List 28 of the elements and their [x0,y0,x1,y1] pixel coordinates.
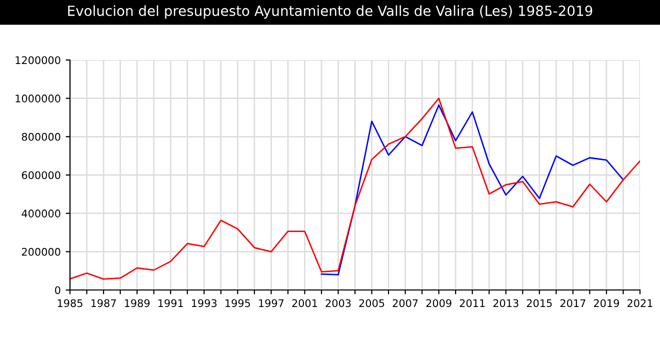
x-tick-label: 2011 [460,299,485,308]
x-tick-label: 1991 [158,299,183,308]
y-tick-label: 1200000 [16,56,60,64]
x-tick-label: 1993 [192,299,217,308]
y-tick-label: 0 [55,286,60,294]
x-tick-label: 1985 [58,299,82,308]
chart-title: Evolucion del presupuesto Ayuntamiento de Valls de Valira (Les) 1985-2019 [68,5,592,19]
x-tick-label: 2013 [493,299,518,308]
y-tick-label: 400000 [22,210,60,218]
x-tick-label: 2017 [560,299,586,308]
x-tick-label: 2009 [426,299,452,308]
x-tick-label: 1987 [91,299,116,308]
y-tick-label: 200000 [22,248,60,256]
x-tick-label: 1989 [124,299,150,308]
x-tick-label: 2007 [392,299,418,308]
x-tick-label: 2019 [594,299,619,308]
y-tick-label: 1000000 [16,94,60,102]
line-series [320,104,624,276]
x-tick-label: 2001 [292,299,317,308]
x-tick-label: 2005 [359,299,384,308]
x-tick-label: 2021 [628,299,652,308]
x-tick-label: 1997 [259,299,284,308]
x-tick-label: 2015 [526,299,552,308]
line-series [70,98,640,280]
x-tick-label: 2003 [326,299,351,308]
x-tick-label: 1995 [226,299,250,308]
y-tick-label: 600000 [22,171,60,180]
y-tick-label: 800000 [22,132,60,141]
